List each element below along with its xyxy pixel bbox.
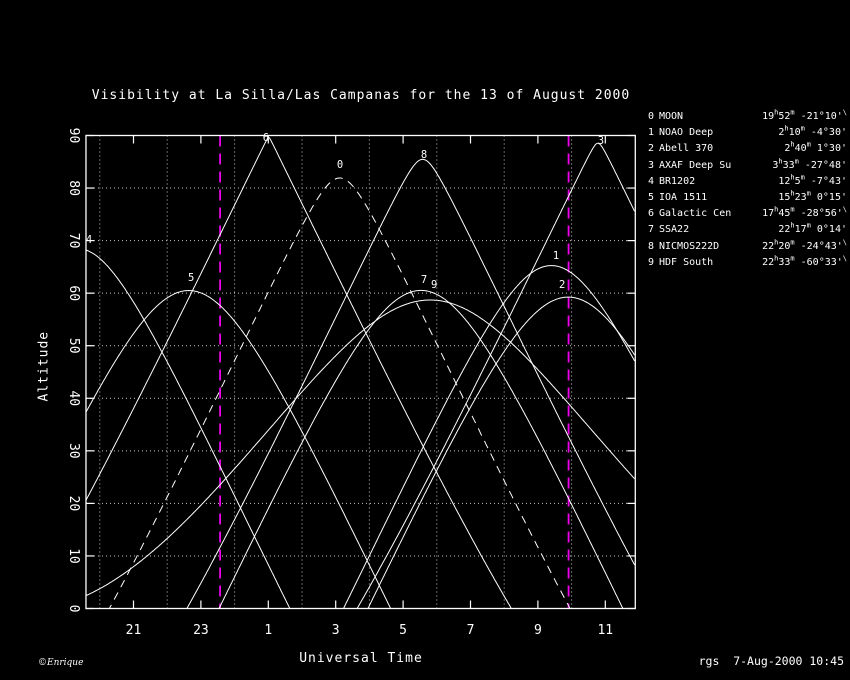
chart-title: Visibility at La Silla/Las Campanas for …: [91, 88, 631, 103]
legend-object-name: IOA 1511: [659, 192, 708, 204]
legend-object-id: 8: [648, 240, 655, 252]
timestamp-text: rgs 7-Aug-2000 10:45: [698, 654, 844, 668]
legend-object-coordinates: 2h40m 1°30': [784, 141, 847, 155]
legend-object-id: 7: [648, 224, 655, 236]
x-tick-label: 1: [264, 623, 272, 638]
y-tick-label: 40: [66, 390, 81, 406]
legend-object-id: 9: [648, 256, 655, 268]
legend-object-id: 5: [648, 192, 655, 204]
legend-row-4: 4 BR1202 12h5m -7°43': [648, 174, 847, 190]
curve-label-1: 1: [553, 250, 559, 262]
legend-object-id: 0: [648, 111, 655, 122]
legend-object-name: SSA22: [659, 224, 690, 236]
visibility-curve-0: [108, 177, 571, 609]
legend-object-coordinates: 22h17m 0°14': [778, 222, 847, 236]
legend-object-id: 4: [648, 175, 655, 187]
curve-label-5: 5: [188, 272, 194, 284]
curve-label-7: 7: [421, 274, 427, 286]
y-tick-label: 90: [66, 128, 81, 144]
legend-object-coordinates: 22h33m -60°33'\: [762, 254, 847, 268]
x-tick-label: 7: [467, 623, 475, 638]
curve-label-0: 0: [337, 159, 343, 171]
y-tick-label: 20: [66, 496, 81, 512]
curve-label-3: 3: [598, 135, 604, 147]
visibility-curve-9: [85, 299, 635, 597]
legend-object-name: BR1202: [659, 175, 696, 187]
legend-object-id: 1: [648, 127, 655, 139]
visibility-curve-8: [186, 158, 636, 609]
y-tick-label: 60: [66, 285, 81, 301]
legend-object-name: Galactic Cen: [659, 208, 732, 220]
legend-row-9: 9 HDF South 22h33m -60°33'\: [648, 255, 847, 271]
legend-row-3: 3 AXAF Deep Su 3h33m -27°48': [648, 158, 847, 174]
legend-object-name: NOAO Deep: [659, 127, 714, 139]
visibility-curve-6: [85, 137, 512, 609]
x-axis-title: Universal Time: [299, 651, 423, 666]
y-tick-label: 10: [66, 548, 81, 564]
legend-object-name: NICMOS222D: [659, 240, 720, 252]
legend-row-5: 5 IOA 1511 15h23m 0°15': [648, 190, 847, 206]
visibility-curve-5: [85, 289, 392, 609]
legend-row-6: 6 Galactic Cen 17h45m -28°56'\: [648, 206, 847, 222]
visibility-curve-7: [218, 289, 624, 609]
legend-object-coordinates: 15h23m 0°15': [778, 189, 847, 204]
curve-label-2: 2: [559, 279, 565, 291]
legend-object-coordinates: 12h5m -7°43': [778, 173, 847, 187]
x-tick-label: 5: [399, 623, 407, 638]
x-tick-label: 23: [193, 623, 209, 638]
legend-row-0: 0 MOON 19h52m -21°10'\: [648, 109, 847, 125]
legend-object-id: 3: [648, 159, 655, 171]
visibility-curve-1: [342, 265, 636, 609]
legend-object-coordinates: 2h10m -4°30': [778, 124, 847, 139]
visibility-curve-3: [356, 142, 636, 609]
curve-label-6: 6: [263, 132, 269, 144]
y-tick-label: 70: [66, 233, 81, 249]
legend-object-id: 2: [648, 143, 655, 155]
x-tick-label: 21: [126, 623, 142, 638]
legend-row-2: 2 Abell 370 2h40m 1°30': [648, 141, 847, 157]
x-tick-label: 11: [597, 623, 613, 638]
legend-row-1: 1 NOAO Deep 2h10m -4°30': [648, 125, 847, 141]
y-axis-title: Altitude: [36, 330, 52, 402]
legend-object-coordinates: 19h52m -21°10'\: [762, 108, 847, 122]
y-tick-label: 80: [66, 180, 81, 196]
y-tick-label: 30: [66, 443, 81, 459]
visibility-curve-2: [367, 296, 636, 609]
y-tick-label: 0: [66, 605, 81, 613]
legend-object-coordinates: 3h33m -27°48': [772, 157, 847, 171]
legend-row-7: 7 SSA22 22h17m 0°14': [648, 222, 847, 238]
x-tick-label: 9: [534, 623, 542, 638]
legend-object-name: Abell 370: [659, 143, 714, 155]
legend-object-id: 6: [648, 208, 655, 220]
legend-object-coordinates: 22h20m -24°43'\: [762, 238, 847, 252]
signature-text: ©Enrique: [38, 658, 84, 668]
visibility-curve-4: [85, 249, 291, 609]
curve-label-9: 9: [431, 279, 437, 291]
legend-object-coordinates: 17h45m -28°56'\: [762, 205, 847, 220]
object-legend: 0 MOON 19h52m -21°10'\ 1 NOAO Deep 2h10m -4°3…: [648, 109, 847, 271]
y-tick-label: 50: [66, 338, 81, 354]
curve-label-8: 8: [421, 149, 427, 161]
legend-row-8: 8 NICMOS222D 22h20m -24°43'\: [648, 239, 847, 255]
legend-object-name: AXAF Deep Su: [659, 159, 732, 171]
legend-object-name: HDF South: [659, 256, 714, 268]
plot-box: [85, 134, 636, 610]
legend-object-name: MOON: [659, 111, 684, 122]
x-tick-label: 3: [332, 623, 340, 638]
